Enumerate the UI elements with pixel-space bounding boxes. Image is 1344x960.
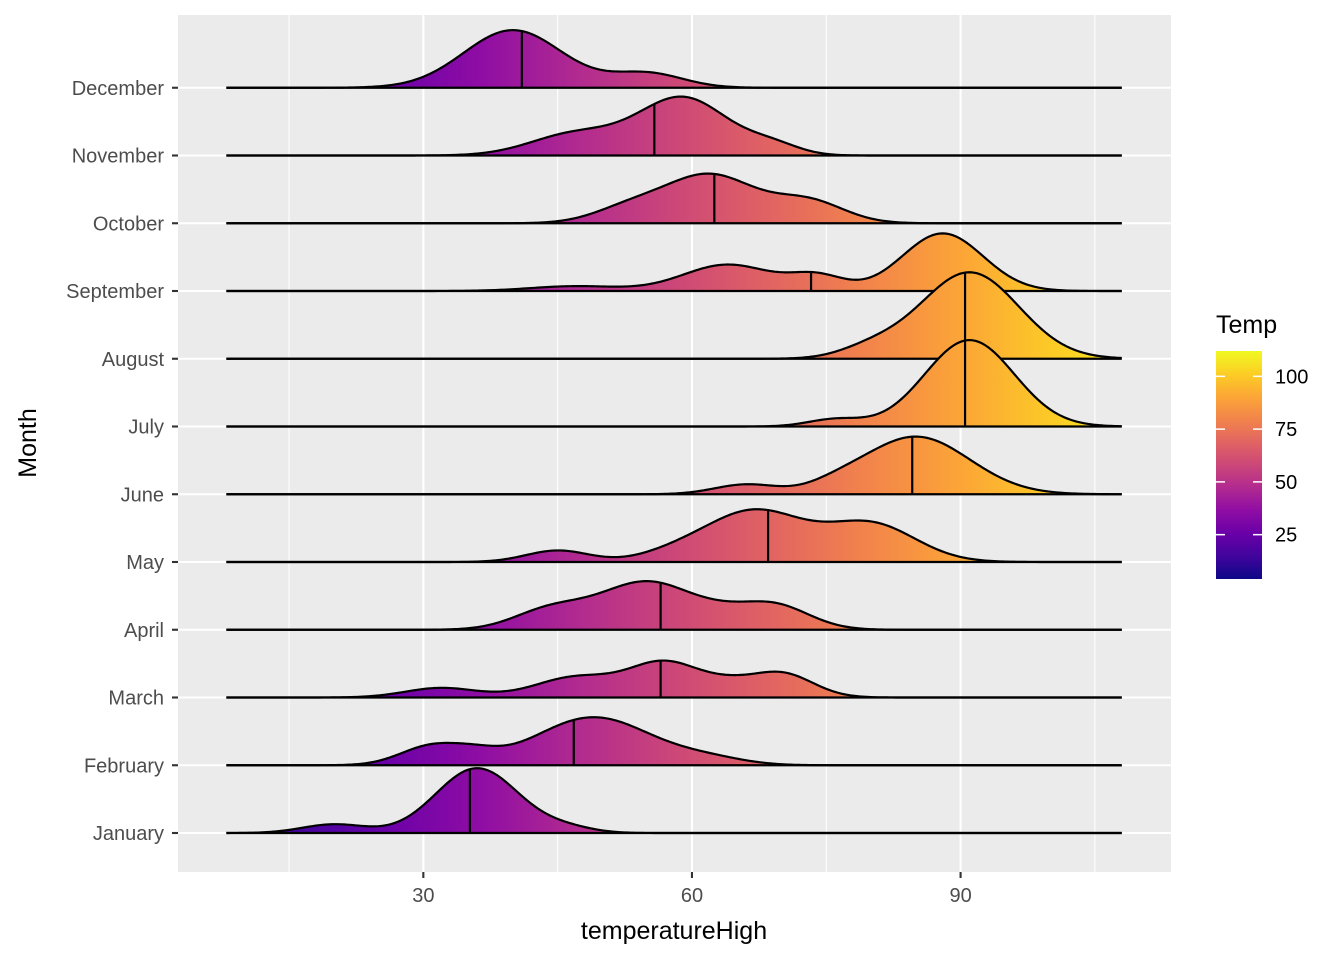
ridge-fill [226, 717, 1122, 766]
ridge-fill [226, 173, 1122, 224]
ridge-fill [226, 509, 1122, 562]
ridge-april [226, 580, 1122, 631]
legend-tick-label: 75 [1275, 419, 1297, 441]
ridge-october [226, 172, 1122, 225]
x-tick-label: 30 [412, 885, 434, 907]
y-tick-label: January [93, 823, 164, 845]
y-tick-label: February [84, 755, 164, 777]
ridge-july [226, 339, 1122, 428]
ridge-fill [226, 30, 1122, 88]
y-axis-title: Month [14, 408, 42, 477]
y-tick-label: July [128, 417, 164, 439]
y-tick-label: October [93, 213, 164, 235]
x-axis-title: temperatureHigh [581, 917, 767, 945]
y-tick-label: September [66, 281, 164, 303]
legend-tick-label: 50 [1275, 472, 1297, 494]
y-tick-label: December [72, 78, 165, 100]
ridge-fill [226, 96, 1122, 156]
legend-title: Temp [1216, 311, 1277, 339]
color-legend: Temp 25 50 75 100 [1216, 311, 1308, 579]
ridge-fill [226, 436, 1122, 495]
panel-background [178, 15, 1171, 872]
y-tick-label: June [121, 484, 164, 506]
ridge-march [226, 659, 1122, 699]
y-tick-label: April [124, 620, 164, 642]
ridges [226, 29, 1122, 835]
ridge-december [226, 29, 1122, 89]
ridge-fill [226, 233, 1122, 291]
legend-tick-label: 100 [1275, 366, 1308, 388]
y-tick-label: November [72, 146, 165, 168]
ridge-november [226, 95, 1122, 157]
legend-colorbar [1216, 351, 1262, 579]
legend-tick-label: 25 [1275, 525, 1297, 547]
ridge-fill [226, 581, 1122, 630]
ridge-fill [226, 768, 1122, 833]
y-tick-label: March [108, 688, 164, 710]
ridge-january [226, 767, 1122, 835]
ridge-fill [226, 272, 1122, 359]
ridge-may [226, 508, 1122, 564]
ridge-fill [226, 340, 1122, 427]
y-tick-label: May [126, 552, 164, 574]
x-tick-label: 60 [681, 885, 703, 907]
x-axis: 30 60 90 [412, 872, 972, 907]
y-axis: January February March April May June July Augu… [66, 78, 178, 845]
ridge-june [226, 435, 1122, 496]
ridge-february [226, 716, 1122, 767]
x-tick-label: 90 [949, 885, 971, 907]
y-tick-label: August [102, 349, 165, 371]
